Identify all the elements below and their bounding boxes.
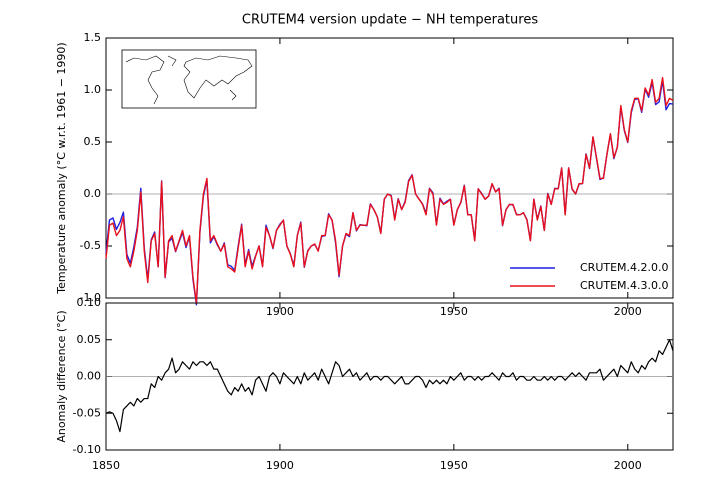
y-tick-label: 0.05 [77,333,102,346]
x-tick-label: 2000 [614,459,642,472]
y-tick-label: 0.5 [84,135,102,148]
y-tick-label: 1.5 [84,31,102,44]
y-axis-label: Temperature anomaly (°C w.r.t. 1961 − 19… [55,42,68,294]
data-line [105,76,674,304]
y-tick-label: -0.10 [73,443,101,456]
y-axis-label: Anomaly difference (°C) [55,310,68,442]
x-tick-label: 1950 [440,305,468,318]
y-tick-label: 0.10 [77,296,102,309]
x-tick-label: 1900 [266,305,294,318]
x-tick-label: 1950 [440,459,468,472]
legend-label: CRUTEM.4.3.0.0 [580,279,669,292]
x-tick-label: 1900 [266,459,294,472]
map-inset [121,49,257,109]
y-tick-label: -1.0 [80,291,101,304]
legend-label: CRUTEM.4.2.0.0 [580,261,669,274]
plot-frame [105,37,674,299]
x-tick-label: 2000 [614,305,642,318]
y-tick-label: 0.0 [84,187,102,200]
y-tick-label: -0.5 [80,239,101,252]
data-line [105,339,674,433]
y-tick-label: -0.05 [73,406,101,419]
y-tick-label: 0.00 [77,370,102,383]
y-tick-label: 1.0 [84,83,102,96]
chart-title: CRUTEM4 version update − NH temperatures [242,13,538,28]
x-tick-label: 1850 [92,459,120,472]
